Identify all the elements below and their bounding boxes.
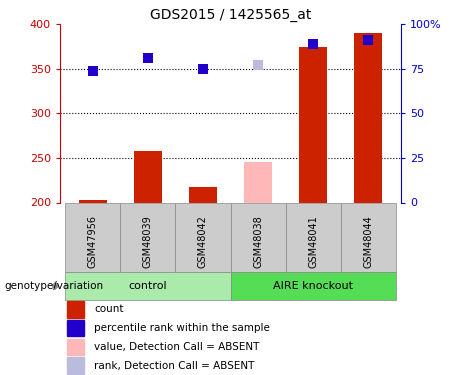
Bar bbox=[67, 301, 84, 318]
Text: genotype/variation: genotype/variation bbox=[5, 281, 104, 291]
Text: GSM48041: GSM48041 bbox=[308, 216, 318, 268]
Text: rank, Detection Call = ABSENT: rank, Detection Call = ABSENT bbox=[94, 361, 254, 370]
Bar bbox=[244, 162, 272, 202]
Text: count: count bbox=[94, 304, 124, 314]
Bar bbox=[230, 272, 396, 300]
Text: control: control bbox=[129, 281, 167, 291]
Text: value, Detection Call = ABSENT: value, Detection Call = ABSENT bbox=[94, 342, 260, 352]
Bar bbox=[285, 202, 341, 272]
Bar bbox=[134, 151, 162, 202]
Title: GDS2015 / 1425565_at: GDS2015 / 1425565_at bbox=[150, 8, 311, 22]
Text: GSM48044: GSM48044 bbox=[363, 216, 373, 268]
Bar bbox=[65, 272, 230, 300]
Bar bbox=[67, 320, 84, 336]
Bar bbox=[65, 202, 120, 272]
Point bbox=[309, 41, 317, 47]
Bar bbox=[120, 202, 176, 272]
Point bbox=[199, 66, 207, 72]
Point bbox=[254, 62, 262, 68]
Text: AIRE knockout: AIRE knockout bbox=[273, 281, 353, 291]
Point bbox=[144, 55, 152, 61]
Bar bbox=[230, 202, 285, 272]
Text: GSM48039: GSM48039 bbox=[143, 216, 153, 268]
Bar bbox=[299, 46, 327, 202]
Text: GSM48038: GSM48038 bbox=[253, 216, 263, 268]
Bar bbox=[67, 357, 84, 374]
Point bbox=[364, 38, 372, 44]
Text: percentile rank within the sample: percentile rank within the sample bbox=[94, 323, 270, 333]
Bar bbox=[176, 202, 230, 272]
Text: GSM48042: GSM48042 bbox=[198, 216, 208, 268]
Bar bbox=[355, 33, 382, 203]
Point bbox=[89, 68, 97, 74]
Bar bbox=[67, 339, 84, 355]
Text: GSM47956: GSM47956 bbox=[88, 215, 98, 268]
Bar bbox=[189, 188, 217, 202]
Bar bbox=[341, 202, 396, 272]
Bar bbox=[79, 200, 106, 202]
